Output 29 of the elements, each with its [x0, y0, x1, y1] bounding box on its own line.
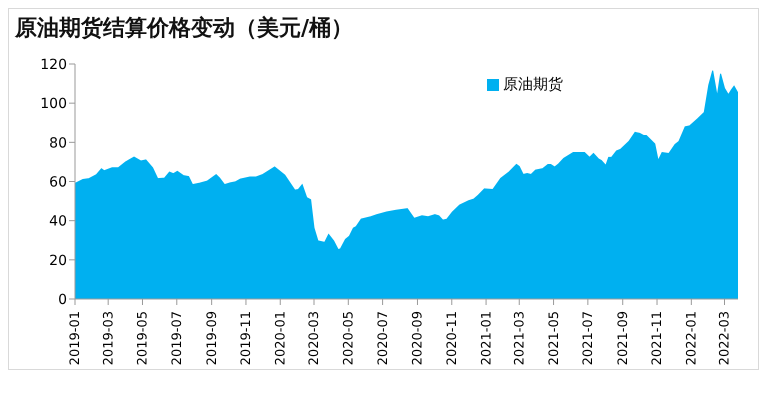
x-tick-label: 2020-07 [376, 311, 391, 366]
y-tick-label: 100 [40, 96, 67, 112]
x-tick-label: 2022-03 [718, 311, 733, 366]
x-tick-label: 2021-09 [616, 311, 631, 366]
y-tick-label: 0 [58, 292, 67, 308]
x-tick-label: 2019-07 [170, 311, 186, 366]
x-tick-label: 2021-05 [546, 311, 562, 366]
y-tick-label: 40 [49, 214, 67, 230]
x-tick-label: 2020-09 [410, 311, 426, 366]
x-tick-label: 2019-05 [136, 311, 151, 366]
x-tick-label: 2019-09 [204, 311, 220, 366]
x-tick-label: 2019-11 [239, 311, 254, 366]
y-tick-label: 80 [49, 135, 67, 152]
x-tick-label: 2021-01 [479, 311, 494, 366]
x-tick-label: 2021-03 [512, 311, 528, 366]
x-tick-label: 2020-01 [273, 311, 288, 366]
x-tick-label: 2020-03 [307, 311, 322, 366]
x-tick-label: 2022-01 [684, 311, 700, 366]
x-tick-label: 2019-03 [101, 311, 116, 366]
chart-title: 原油期货结算价格变动（美元/桶） [14, 14, 354, 43]
y-tick-label: 120 [40, 56, 67, 73]
y-tick-label: 20 [49, 252, 67, 269]
y-tick-label: 60 [49, 174, 67, 190]
x-tick-label: 2021-07 [581, 311, 596, 366]
x-tick-label: 2019-01 [68, 311, 84, 366]
x-tick-label: 2020-11 [445, 311, 460, 366]
x-tick-label: 2021-11 [650, 311, 666, 366]
x-tick-label: 2020-05 [342, 311, 357, 366]
legend-label: 原油期货 [503, 75, 563, 93]
